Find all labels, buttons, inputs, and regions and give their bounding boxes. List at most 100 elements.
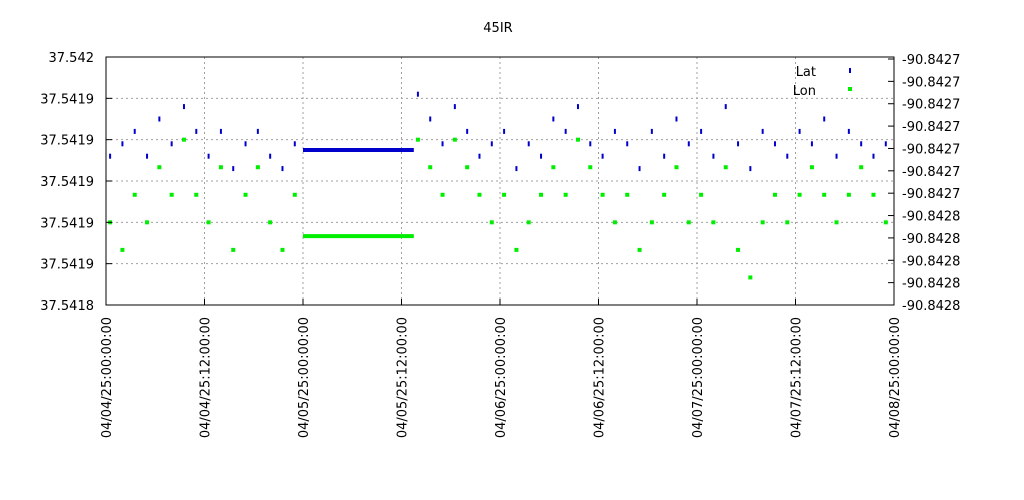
- lat-point: [564, 128, 567, 134]
- x-tick-label: 04/06/25:12:00:00: [593, 317, 608, 438]
- lat-point: [835, 153, 838, 159]
- lat-point: [207, 153, 210, 159]
- y-right-axis: -90.8427 -90.8427 -90.8427 -90.8427 -90.8427…: [888, 53, 960, 314]
- lat-point: [810, 141, 813, 147]
- lon-point: [748, 275, 753, 280]
- gap-bars: [303, 148, 414, 239]
- lat-point: [466, 128, 469, 134]
- lon-point: [194, 192, 199, 197]
- y-left-axis: 37.542 37.5419 37.5419 37.5419 37.5419 37.541…: [40, 51, 112, 314]
- y-right-tick-label: -90.8428: [902, 277, 960, 292]
- lat-point: [182, 104, 185, 110]
- lat-point: [626, 141, 629, 147]
- lat-point: [589, 141, 592, 147]
- lon-point: [846, 192, 851, 197]
- lon-point: [662, 192, 667, 197]
- legend-marker-lat: [849, 68, 851, 73]
- lat-point: [195, 128, 198, 134]
- x-tick-label: 04/05/25:12:00:00: [396, 317, 411, 438]
- x-tick-label: 04/05/25:00:00:00: [297, 317, 312, 438]
- x-axis: 04/04/25:00:00:00 04/04/25:12:00:00 04/05/…: [100, 299, 903, 438]
- y-right-tick-label: -90.8427: [902, 165, 960, 180]
- lat-point: [613, 128, 616, 134]
- lon-point: [883, 220, 888, 225]
- lon-point: [859, 165, 864, 170]
- x-tick-label: 04/07/25:12:00:00: [790, 317, 805, 438]
- lon-point: [292, 192, 297, 197]
- lon-point: [206, 220, 211, 225]
- chart-title: 45IR: [483, 21, 512, 36]
- lon-point: [834, 220, 839, 225]
- lon-point: [132, 192, 137, 197]
- lat-point: [256, 128, 259, 134]
- lat-point: [786, 153, 789, 159]
- lon-point: [871, 192, 876, 197]
- lat-point: [478, 153, 481, 159]
- legend-label-lon: Lon: [793, 84, 816, 99]
- lon-point: [699, 192, 704, 197]
- lat-point: [416, 91, 419, 97]
- lat-point: [244, 141, 247, 147]
- lat-point: [527, 141, 530, 147]
- lon-point: [280, 247, 285, 252]
- lon-point: [649, 220, 654, 225]
- lat-point: [675, 116, 678, 122]
- lon-point: [563, 192, 568, 197]
- lon-point: [218, 165, 223, 170]
- lat-point: [293, 141, 296, 147]
- lon-point: [465, 165, 470, 170]
- lon-point: [551, 165, 556, 170]
- x-tick-label: 04/06/25:00:00:00: [494, 317, 509, 438]
- x-tick-label: 04/04/25:00:00:00: [100, 317, 115, 438]
- lon-point: [428, 165, 433, 170]
- y-left-tick-label: 37.5419: [40, 216, 94, 231]
- lat-point: [700, 128, 703, 134]
- lat-point: [158, 116, 161, 122]
- lon-point: [452, 137, 457, 142]
- lat-point: [281, 166, 284, 172]
- lat-point: [170, 141, 173, 147]
- lon-point: [169, 192, 174, 197]
- lon-point: [255, 165, 260, 170]
- lon-point: [502, 192, 507, 197]
- lat-point: [798, 128, 801, 134]
- grid: [105, 56, 895, 306]
- y-left-tick-label: 37.5418: [40, 299, 94, 314]
- lon-point: [809, 165, 814, 170]
- y-right-tick-label: -90.8428: [902, 254, 960, 269]
- lat-point: [749, 166, 752, 172]
- lon-point: [711, 220, 716, 225]
- lat-series: [109, 91, 887, 172]
- lat-point: [638, 166, 641, 172]
- lon-point: [526, 220, 531, 225]
- lon-point: [440, 192, 445, 197]
- x-tick-label: 04/08/25:00:00:00: [888, 317, 903, 438]
- lat-point: [219, 128, 222, 134]
- lat-point: [133, 128, 136, 134]
- y-left-tick-label: 37.5419: [40, 92, 94, 107]
- lat-point: [650, 128, 653, 134]
- lon-point: [723, 165, 728, 170]
- lon-point: [822, 192, 827, 197]
- lat-point: [823, 116, 826, 122]
- lon-point: [612, 220, 617, 225]
- lat-point: [884, 141, 887, 147]
- legend-marker-lon: [848, 87, 852, 91]
- lat-point: [576, 104, 579, 110]
- lon-point: [674, 165, 679, 170]
- lat-point: [847, 128, 850, 134]
- lat-point: [687, 141, 690, 147]
- lon-point: [600, 192, 605, 197]
- y-right-tick-label: -90.8427: [902, 53, 960, 68]
- lat-point: [773, 141, 776, 147]
- y-right-tick-label: -90.8427: [902, 75, 960, 90]
- lon-point: [268, 220, 273, 225]
- lat-point: [540, 153, 543, 159]
- lon-point: [539, 192, 544, 197]
- lat-point: [441, 141, 444, 147]
- lat-point: [663, 153, 666, 159]
- x-tick-label: 04/07/25:00:00:00: [691, 317, 706, 438]
- lon-point: [489, 220, 494, 225]
- lon-point: [575, 137, 580, 142]
- lat-point: [429, 116, 432, 122]
